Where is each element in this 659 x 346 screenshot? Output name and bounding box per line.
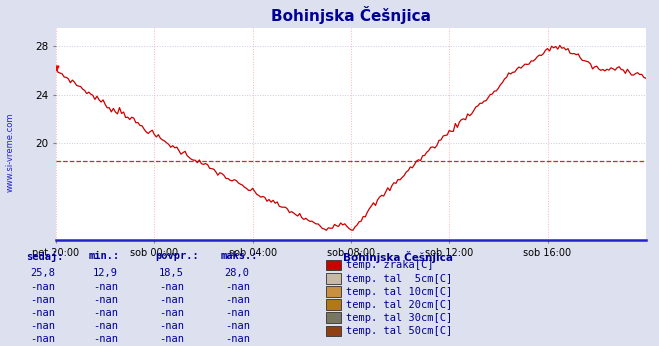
Text: -nan: -nan (30, 282, 55, 292)
Text: temp. tal 10cm[C]: temp. tal 10cm[C] (346, 287, 452, 297)
Text: 28,0: 28,0 (225, 268, 250, 278)
Text: povpr.:: povpr.: (155, 251, 198, 261)
Title: Bohinjska Češnjica: Bohinjska Češnjica (271, 6, 431, 24)
Text: -nan: -nan (93, 282, 118, 292)
Text: -nan: -nan (159, 295, 184, 305)
Text: -nan: -nan (30, 295, 55, 305)
Text: -nan: -nan (225, 334, 250, 344)
Text: -nan: -nan (159, 334, 184, 344)
Text: -nan: -nan (159, 321, 184, 331)
Text: Bohinjska Češnjica: Bohinjska Češnjica (343, 251, 453, 263)
Text: temp. tal  5cm[C]: temp. tal 5cm[C] (346, 274, 452, 284)
Text: temp. tal 20cm[C]: temp. tal 20cm[C] (346, 300, 452, 310)
Text: www.si-vreme.com: www.si-vreme.com (5, 112, 14, 192)
Text: -nan: -nan (30, 334, 55, 344)
Text: -nan: -nan (225, 308, 250, 318)
Text: -nan: -nan (93, 334, 118, 344)
Text: temp. tal 50cm[C]: temp. tal 50cm[C] (346, 327, 452, 336)
Text: 12,9: 12,9 (93, 268, 118, 278)
Text: -nan: -nan (159, 282, 184, 292)
Text: maks.:: maks.: (221, 251, 258, 261)
Text: temp. tal 30cm[C]: temp. tal 30cm[C] (346, 313, 452, 323)
Text: -nan: -nan (225, 295, 250, 305)
Text: -nan: -nan (30, 308, 55, 318)
Text: temp. zraka[C]: temp. zraka[C] (346, 261, 434, 270)
Text: -nan: -nan (159, 308, 184, 318)
Text: -nan: -nan (30, 321, 55, 331)
Text: -nan: -nan (93, 308, 118, 318)
Text: sedaj:: sedaj: (26, 251, 64, 262)
Text: 25,8: 25,8 (30, 268, 55, 278)
Text: -nan: -nan (225, 321, 250, 331)
Text: 18,5: 18,5 (159, 268, 184, 278)
Text: min.:: min.: (89, 251, 120, 261)
Text: -nan: -nan (93, 295, 118, 305)
Text: -nan: -nan (93, 321, 118, 331)
Text: -nan: -nan (225, 282, 250, 292)
